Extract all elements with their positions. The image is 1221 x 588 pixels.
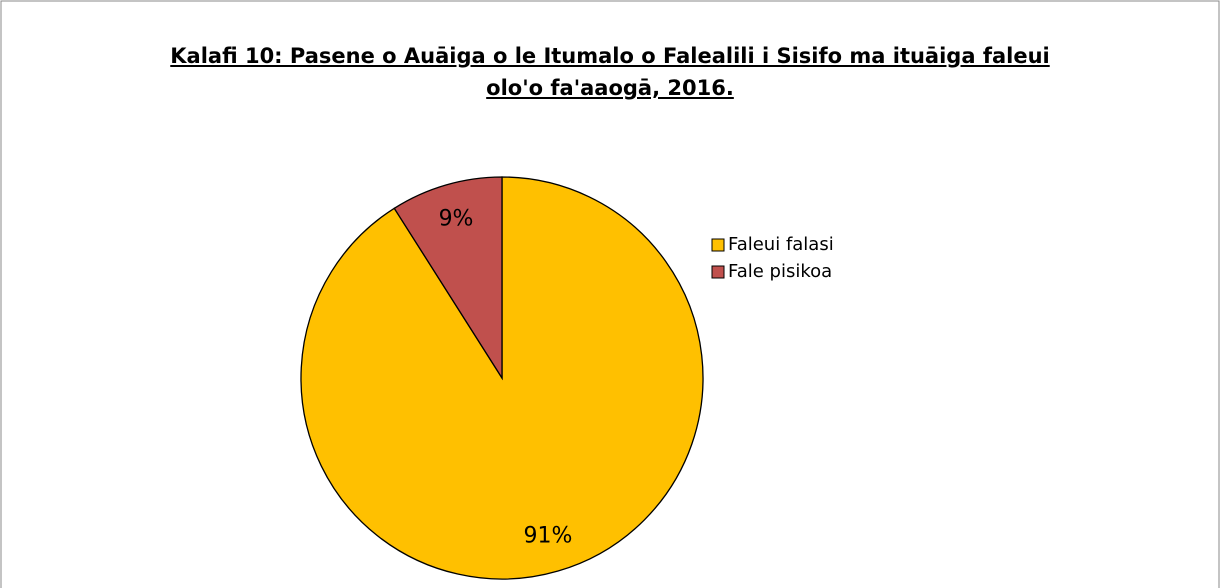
legend-label: Faleui falasi: [728, 234, 834, 255]
chart-title: Kalafi 10: Pasene o Auāiga o le Itumalo …: [170, 44, 1050, 100]
pie-slice: [393, 176, 503, 381]
legend-swatch: [711, 238, 725, 252]
data-label: 9%: [439, 207, 474, 232]
legend-swatch: [711, 265, 725, 279]
legend-label: Fale pisikoa: [728, 261, 832, 282]
data-label: 91%: [524, 523, 573, 548]
